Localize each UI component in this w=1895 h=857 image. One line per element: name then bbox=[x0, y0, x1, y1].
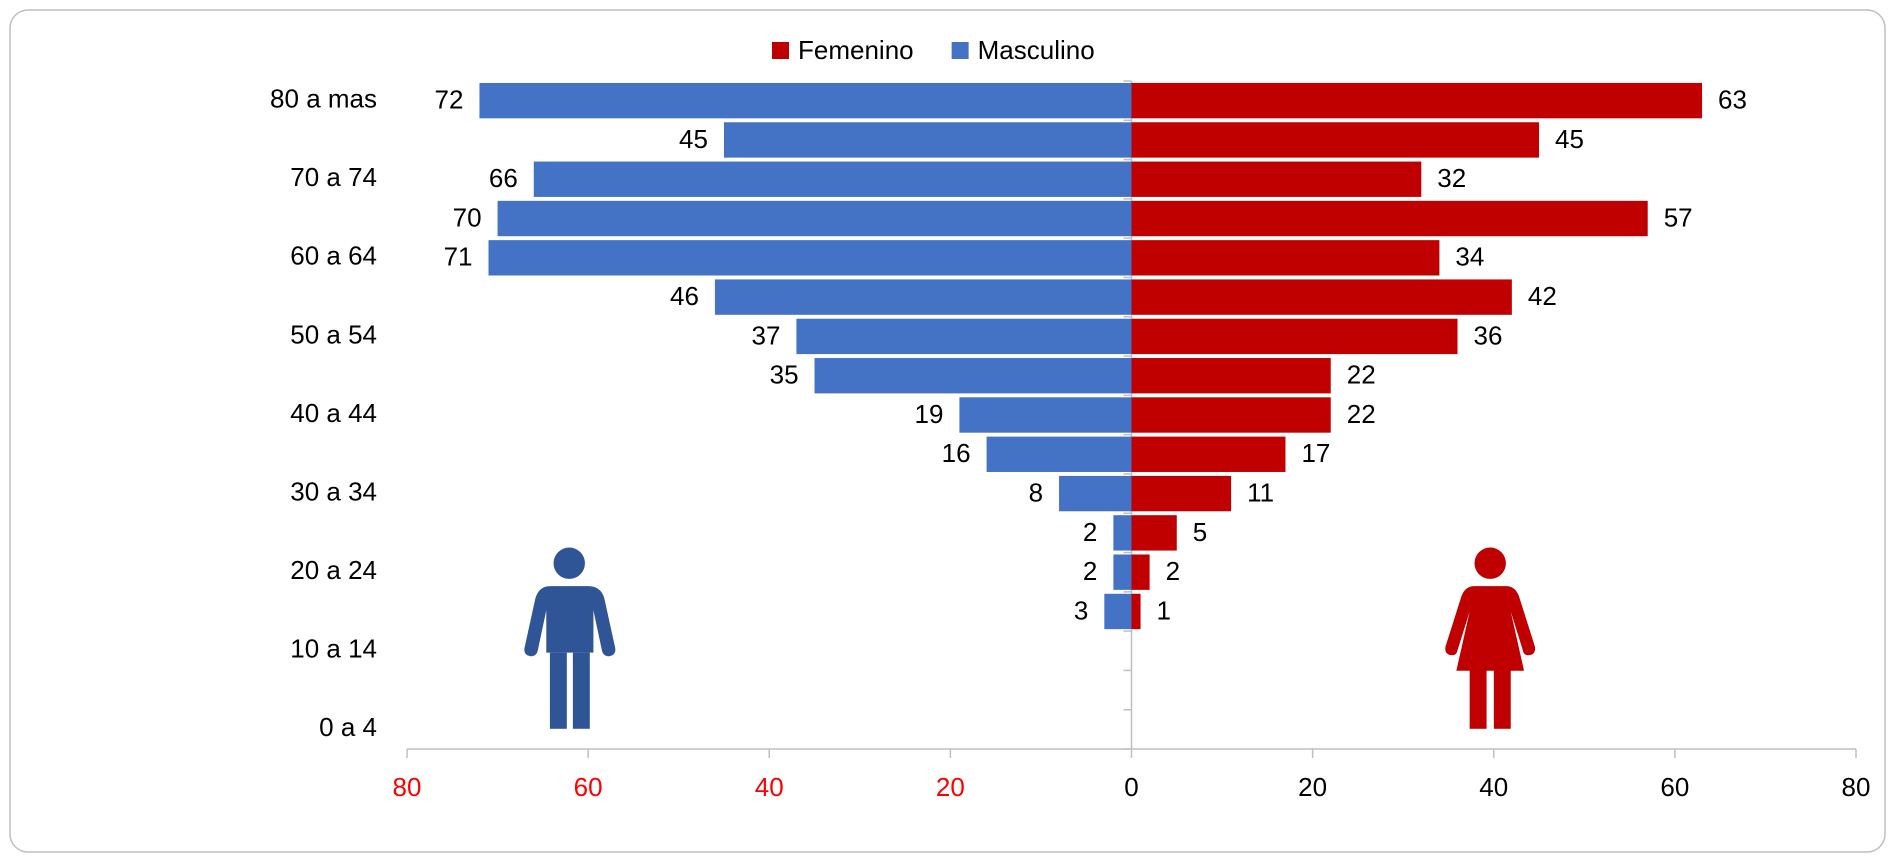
value-label: 34 bbox=[1455, 242, 1484, 272]
value-label: 45 bbox=[679, 124, 708, 154]
value-label: 11 bbox=[1247, 477, 1274, 507]
y-tick-label: 40 a 44 bbox=[290, 398, 377, 428]
legend-swatch bbox=[951, 42, 969, 59]
value-label: 63 bbox=[1718, 85, 1747, 115]
value-label: 35 bbox=[770, 360, 799, 390]
bar bbox=[1059, 475, 1132, 512]
x-tick-label: 40 bbox=[1479, 772, 1508, 802]
bar bbox=[497, 200, 1132, 237]
bar bbox=[1131, 318, 1458, 355]
legend-label: Femenino bbox=[798, 35, 914, 65]
y-tick-label: 50 a 54 bbox=[290, 319, 377, 349]
icons bbox=[524, 547, 1536, 729]
bar bbox=[1131, 397, 1331, 433]
bar bbox=[1131, 515, 1177, 551]
x-tick-label: 60 bbox=[1660, 772, 1689, 802]
value-label: 19 bbox=[915, 399, 944, 429]
y-tick-label: 70 a 74 bbox=[290, 162, 377, 192]
value-label: 46 bbox=[670, 281, 699, 311]
bar bbox=[1113, 515, 1132, 551]
bar bbox=[1113, 554, 1132, 590]
value-label: 16 bbox=[942, 438, 971, 468]
bar bbox=[488, 240, 1132, 276]
bar bbox=[1131, 593, 1141, 630]
value-label: 32 bbox=[1437, 163, 1466, 193]
value-label: 5 bbox=[1193, 517, 1207, 547]
y-tick-label: 60 a 64 bbox=[290, 241, 377, 271]
value-label: 2 bbox=[1083, 556, 1097, 586]
value-label: 2 bbox=[1083, 517, 1097, 547]
value-label: 22 bbox=[1347, 360, 1376, 390]
value-label: 57 bbox=[1664, 202, 1693, 232]
value-label: 71 bbox=[444, 242, 473, 272]
value-label: 22 bbox=[1347, 399, 1376, 429]
y-tick-label: 80 a mas bbox=[270, 84, 377, 114]
bar bbox=[1104, 593, 1132, 630]
x-tick-label: 60 bbox=[574, 772, 603, 802]
x-tick-label: 0 bbox=[1124, 772, 1138, 802]
y-tick-label: 10 a 14 bbox=[290, 634, 377, 664]
value-label: 37 bbox=[751, 320, 780, 350]
bar bbox=[714, 279, 1132, 315]
value-label: 36 bbox=[1474, 320, 1503, 350]
bar bbox=[1131, 358, 1331, 394]
bar bbox=[1131, 161, 1422, 197]
value-label: 8 bbox=[1029, 477, 1043, 507]
y-tick-label: 30 a 34 bbox=[290, 476, 377, 506]
value-label: 45 bbox=[1555, 124, 1584, 154]
value-label: 66 bbox=[489, 163, 518, 193]
bar bbox=[723, 122, 1132, 158]
value-label: 72 bbox=[435, 85, 464, 115]
bar bbox=[1131, 240, 1440, 276]
value-label: 3 bbox=[1074, 595, 1088, 625]
man-icon bbox=[524, 547, 616, 729]
bar bbox=[986, 436, 1132, 472]
bar bbox=[796, 318, 1132, 355]
value-label: 1 bbox=[1157, 595, 1171, 625]
bar bbox=[1131, 475, 1232, 512]
y-tick-label: 0 a 4 bbox=[319, 712, 377, 742]
value-label: 70 bbox=[453, 202, 482, 232]
legend-label: Masculino bbox=[978, 35, 1095, 65]
x-tick-label: 40 bbox=[755, 772, 784, 802]
legend-swatch bbox=[772, 42, 789, 59]
x-tick-label: 20 bbox=[936, 772, 965, 802]
y-tick-label: 20 a 24 bbox=[290, 555, 377, 585]
bar bbox=[1131, 82, 1703, 119]
bar bbox=[814, 358, 1132, 394]
bar bbox=[1131, 554, 1150, 590]
x-tick-label: 20 bbox=[1298, 772, 1327, 802]
bar bbox=[1131, 122, 1540, 158]
value-label: 17 bbox=[1301, 438, 1330, 468]
bar bbox=[533, 161, 1132, 197]
bar bbox=[1131, 436, 1286, 472]
value-label: 42 bbox=[1528, 281, 1557, 311]
bar bbox=[479, 82, 1132, 119]
bar bbox=[959, 397, 1132, 433]
woman-icon bbox=[1445, 547, 1536, 729]
value-label: 2 bbox=[1166, 556, 1180, 586]
bar bbox=[1131, 279, 1512, 315]
x-tick-label: 80 bbox=[393, 772, 422, 802]
bar bbox=[1131, 200, 1648, 237]
x-tick-label: 80 bbox=[1842, 772, 1871, 802]
